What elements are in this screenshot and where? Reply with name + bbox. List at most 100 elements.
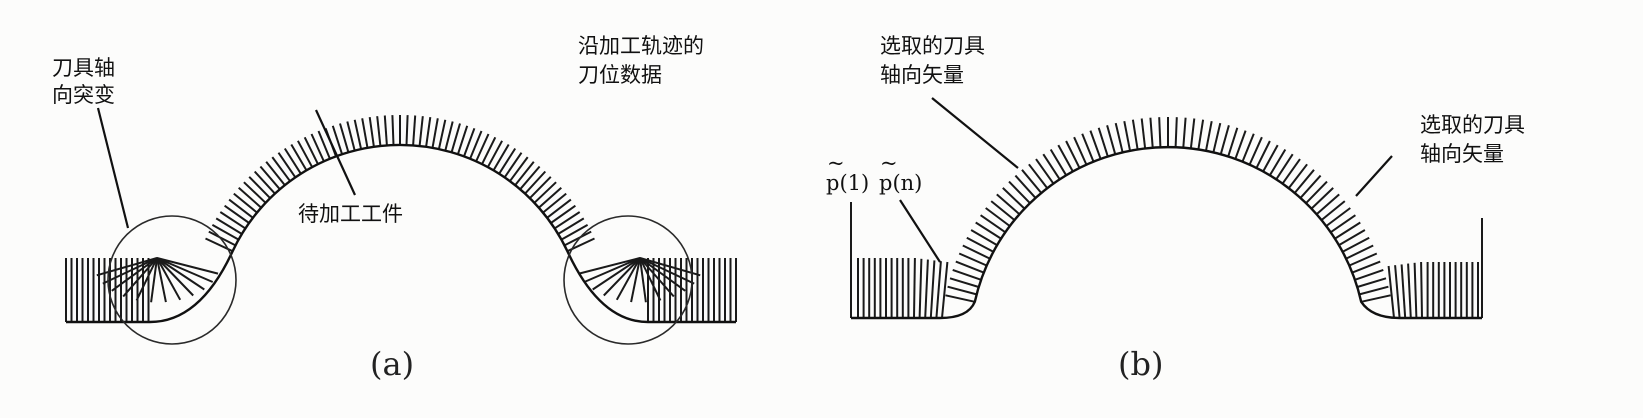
tool-axis-line — [542, 192, 567, 214]
tool-axis-line — [1305, 180, 1328, 204]
tool-axis-line — [1089, 130, 1102, 160]
tool-axis-line — [929, 260, 936, 319]
tool-axis-line — [1106, 125, 1117, 155]
tool-axis-line — [303, 136, 319, 165]
tool-axis-line — [1227, 127, 1239, 157]
tool-axis-line — [122, 257, 158, 298]
tool-axis-line — [156, 257, 214, 283]
tool-axis-line — [156, 257, 219, 275]
tool-axis-line — [1021, 169, 1042, 194]
tool-axis-line — [368, 116, 375, 147]
tool-axis-line — [317, 130, 331, 160]
tool-axis-line — [639, 257, 647, 303]
tool-axis-line — [603, 257, 641, 297]
tool-axis-line — [492, 143, 510, 171]
tool-axis-line — [985, 207, 1011, 227]
tool-axis-line — [583, 257, 641, 283]
tool-axis-line — [1212, 122, 1222, 153]
tool-axis-line — [224, 204, 250, 224]
tool-axis-line — [253, 170, 276, 195]
tool-axis-line — [1342, 236, 1370, 253]
tool-axis-line — [503, 152, 523, 178]
tool-axis-line — [444, 121, 454, 151]
tool-axis-line — [463, 127, 476, 157]
tool-axis-line — [1357, 277, 1387, 288]
tool-axis-line — [1234, 130, 1247, 160]
tool-axis-line — [958, 252, 988, 267]
tool-axis-line — [310, 133, 325, 162]
tool-axis-line — [966, 236, 994, 253]
panel-a-right-jump-circle — [563, 215, 693, 345]
panel-a-cl-data-label-line2: 刀位数据 — [578, 63, 662, 87]
tool-axis-line — [924, 259, 929, 319]
tool-axis-line — [1219, 125, 1230, 155]
tool-axis-line — [564, 230, 592, 247]
tool-axis-line — [962, 244, 991, 260]
tool-axis-line — [481, 136, 497, 165]
tool-axis-line — [486, 140, 503, 168]
tool-axis-line — [271, 156, 291, 182]
panel-a-cl-data-label-line1: 沿加工轨迹的 — [578, 34, 704, 58]
tool-axis-line — [1205, 121, 1213, 151]
tool-axis-line — [1158, 117, 1162, 148]
tool-axis-line — [529, 176, 552, 199]
tool-axis-line — [1140, 118, 1147, 149]
tool-axis-line — [1348, 252, 1378, 267]
tool-axis-line — [96, 257, 158, 277]
tool-axis-line — [1407, 263, 1412, 319]
tool-axis-line — [941, 261, 949, 319]
panel-a-workpiece-label: 待加工工件 — [298, 202, 403, 226]
tool-axis-line — [391, 115, 395, 146]
tool-axis-line — [1315, 193, 1340, 215]
tool-axis-line — [376, 116, 382, 147]
tool-axis-line — [996, 193, 1021, 215]
panel-a-workpiece-surface — [66, 143, 736, 324]
tool-axis-line — [1065, 140, 1081, 169]
tool-axis-line — [514, 161, 535, 186]
tool-axis-line — [509, 156, 529, 182]
tool-axis-line — [1248, 136, 1263, 166]
tool-axis-line — [955, 260, 985, 274]
tool-axis-line — [1042, 153, 1061, 180]
tool-axis-line — [1400, 264, 1407, 319]
tool-axis-line — [1334, 221, 1361, 240]
panel-b-selected-left-line1: 选取的刀具 — [880, 34, 985, 58]
tool-axis-line — [1014, 174, 1037, 199]
panel-a-caption: (a) — [370, 345, 414, 383]
tool-axis-line — [102, 257, 158, 285]
panel-b-right-selected-pointer — [1355, 155, 1393, 197]
tool-axis-line — [277, 152, 297, 178]
tool-axis-line — [578, 257, 641, 275]
tool-axis-line — [150, 257, 158, 303]
tool-axis-line — [297, 140, 314, 168]
tool-axis-line — [219, 211, 246, 230]
tool-axis-line — [1123, 121, 1131, 151]
tool-axis-line — [405, 115, 409, 146]
tool-axis-line — [524, 170, 547, 195]
tool-axis-line — [469, 130, 483, 160]
panel-a: 刀具轴 向突变 沿加工轨迹的 刀位数据 待加工工件 (a) — [52, 34, 737, 383]
tool-axis-line — [1241, 133, 1255, 162]
tool-axis-line — [949, 277, 979, 288]
tool-axis-line — [331, 125, 344, 155]
tool-axis-line — [1174, 117, 1178, 148]
panel-a-workpiece-pointer — [315, 109, 356, 196]
tool-axis-line — [1035, 158, 1055, 185]
tool-axis-line — [1008, 180, 1031, 204]
tool-axis-line — [1338, 229, 1366, 246]
tool-axis-line — [346, 121, 356, 151]
tool-axis-line — [211, 224, 240, 241]
tool-axis-line — [450, 123, 461, 153]
tool-axis-line — [431, 118, 439, 149]
pn-tilde: ~ — [880, 151, 898, 175]
tool-axis-line — [639, 257, 695, 285]
tool-axis-line — [1275, 153, 1294, 180]
tool-axis-line — [248, 176, 271, 199]
tool-axis-line — [1359, 285, 1389, 296]
tool-axis-line — [361, 118, 369, 149]
tool-axis-line — [412, 115, 417, 146]
tool-axis-line — [918, 258, 923, 319]
tool-axis-line — [952, 268, 982, 281]
